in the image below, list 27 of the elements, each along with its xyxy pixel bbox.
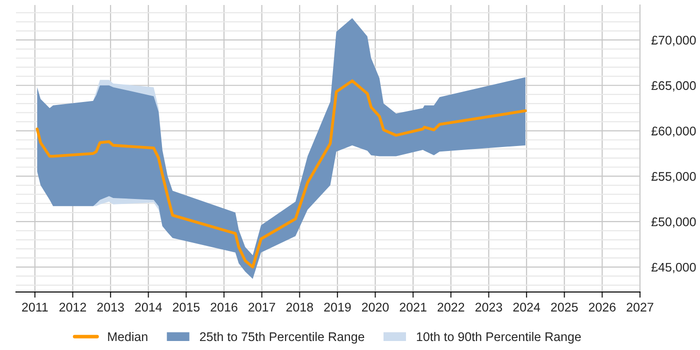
x-tick-label: 2025 xyxy=(551,302,578,312)
x-tick-label: 2011 xyxy=(22,302,48,312)
line-series xyxy=(36,79,527,268)
x-tick-label: 2014 xyxy=(135,302,162,312)
legend-label: 10th to 90th Percentile Range xyxy=(416,332,581,344)
x-tick-label: 2021 xyxy=(400,302,426,312)
y-tick-label: £60,000 xyxy=(651,126,696,137)
legend-label: Median xyxy=(108,332,148,342)
y-tick-label: £70,000 xyxy=(651,36,696,46)
y-tick-label: £65,000 xyxy=(651,81,696,92)
legend-label: 25th to 75th Percentile Range xyxy=(200,332,364,344)
x-tick-label: 2027 xyxy=(626,302,654,312)
x-tick-label: 2026 xyxy=(588,302,616,312)
x-tick-label: 2019 xyxy=(324,302,351,312)
x-tick-label: 2016 xyxy=(210,302,238,312)
x-tick-label: 2020 xyxy=(362,302,389,312)
x-tick-label: 2018 xyxy=(286,302,313,312)
x-tick-label: 2022 xyxy=(438,302,464,312)
x-tick-label: 2013 xyxy=(97,302,124,312)
x-tick-label: 2015 xyxy=(172,302,200,312)
x-tick-label: 2012 xyxy=(59,302,86,312)
y-tick-label: £50,000 xyxy=(651,217,696,228)
y-tick-label: £55,000 xyxy=(651,172,696,182)
x-tick-label: 2023 xyxy=(475,302,502,312)
x-tick-label: 2024 xyxy=(513,302,540,312)
y-tick-label: £45,000 xyxy=(651,262,696,274)
x-tick-label: 2017 xyxy=(248,302,276,312)
